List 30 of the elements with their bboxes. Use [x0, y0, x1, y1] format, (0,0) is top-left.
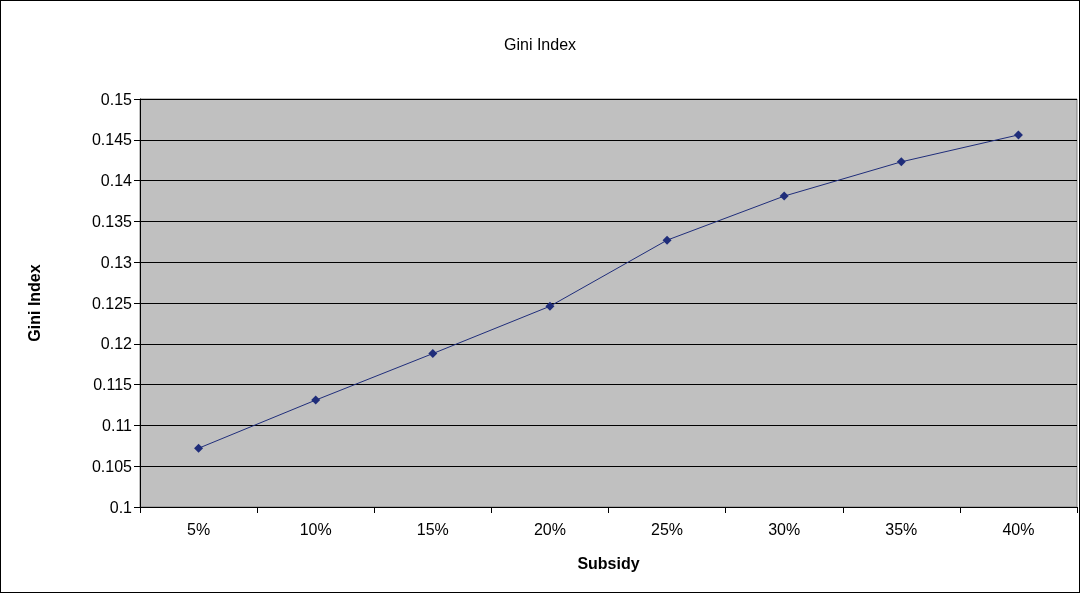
x-tick-label: 35% — [885, 520, 918, 538]
x-tick-label: 15% — [416, 520, 449, 538]
y-tick-label: 0.125 — [91, 294, 133, 312]
point — [194, 443, 204, 453]
point — [779, 191, 789, 201]
point — [896, 157, 906, 167]
y-tick-label: 0.135 — [91, 212, 133, 230]
x-axis-title: Subsidy — [577, 554, 640, 572]
chart-title: Gini Index — [503, 35, 577, 53]
point — [311, 395, 321, 405]
point — [662, 235, 672, 245]
y-tick-label: 0.12 — [100, 335, 133, 353]
point — [545, 301, 555, 311]
x-tick-label: 10% — [299, 520, 332, 538]
y-tick-label: 0.1 — [109, 498, 133, 516]
x-tick-label: 20% — [533, 520, 566, 538]
y-tick-label: 0.11 — [102, 416, 133, 434]
y-tick-label: 0.145 — [91, 131, 133, 149]
point — [428, 349, 438, 359]
y-tick-label: 0.115 — [93, 376, 133, 394]
y-tick-label: 0.15 — [100, 90, 133, 108]
y-tick-label: 0.13 — [100, 253, 133, 271]
y-axis-title: Gini Index — [25, 264, 43, 342]
y-tick-label: 0.14 — [100, 172, 133, 190]
point — [1013, 130, 1023, 140]
y-tick-label: 0.105 — [91, 457, 133, 475]
x-tick-label: 40% — [1002, 520, 1035, 538]
x-tick-label: 5% — [187, 520, 211, 538]
x-tick-label: 25% — [651, 520, 684, 538]
x-tick-label: 30% — [768, 520, 801, 538]
